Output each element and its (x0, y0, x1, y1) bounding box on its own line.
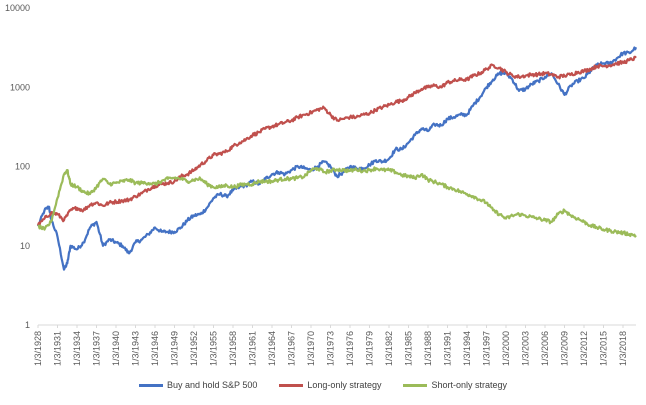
series-line-long-only-strategy (36, 55, 637, 226)
x-tick-label: 1/3/1931 (53, 331, 63, 366)
legend: Buy and hold S&P 500 Long-only strategy Sh… (0, 380, 646, 390)
x-tick-label: 1/3/1994 (462, 331, 472, 366)
x-tick-label: 1/3/2018 (618, 331, 628, 366)
x-tick-label: 1/3/1961 (248, 331, 258, 366)
legend-item: Long-only strategy (279, 380, 381, 390)
x-tick-label: 1/3/1970 (306, 331, 316, 366)
y-tick-label: 1 (25, 320, 30, 330)
x-tick-label: 1/3/1952 (189, 331, 199, 366)
legend-label: Long-only strategy (307, 380, 382, 390)
y-axis-ticks: 1 10 100 1000 10000 (5, 3, 30, 330)
x-axis-ticks: 1/3/1928 1/3/1931 1/3/1934 1/3/1937 1/3/1940… (33, 325, 628, 366)
x-tick-label: 1/3/1985 (404, 331, 414, 366)
x-tick-label: 1/3/2012 (579, 331, 589, 366)
x-tick-label: 1/3/1973 (326, 331, 336, 366)
x-tick-label: 1/3/2003 (521, 331, 531, 366)
x-tick-label: 1/3/1940 (111, 331, 121, 366)
x-tick-label: 1/3/1976 (345, 331, 355, 366)
x-tick-label: 1/3/2000 (501, 331, 511, 366)
x-tick-label: 1/3/1982 (384, 331, 394, 366)
x-tick-label: 1/3/2009 (560, 331, 570, 366)
legend-label: Buy and hold S&P 500 (167, 380, 258, 390)
legend-swatch (403, 383, 428, 387)
x-tick-label: 1/3/2015 (599, 331, 609, 366)
series-layer (36, 46, 638, 271)
legend-swatch (139, 383, 163, 387)
y-tick-label: 10 (20, 241, 30, 251)
legend-item: Short-only strategy (403, 380, 507, 390)
legend-swatch (279, 383, 304, 387)
x-tick-label: 1/3/1946 (150, 331, 160, 366)
x-tick-label: 1/3/1949 (170, 331, 180, 366)
x-tick-label: 1/3/1934 (72, 331, 82, 366)
x-tick-label: 1/3/2006 (540, 331, 550, 366)
x-tick-label: 1/3/1991 (443, 331, 453, 366)
series-line-short-only-strategy (37, 166, 637, 238)
x-tick-label: 1/3/1958 (228, 331, 238, 366)
x-tick-label: 1/3/1979 (365, 331, 375, 366)
x-tick-label: 1/3/1997 (482, 331, 492, 366)
legend-item: Buy and hold S&P 500 (139, 380, 257, 390)
x-tick-label: 1/3/1967 (287, 331, 297, 366)
x-tick-label: 1/3/1928 (33, 331, 43, 366)
x-tick-label: 1/3/1964 (267, 331, 277, 366)
y-tick-label: 1000 (10, 82, 30, 92)
y-tick-label: 100 (15, 162, 30, 172)
x-tick-label: 1/3/1937 (92, 331, 102, 366)
series-line-buy-and-hold-s-p-500 (36, 46, 638, 271)
x-tick-label: 1/3/1988 (423, 331, 433, 366)
y-tick-label: 10000 (5, 3, 30, 13)
x-tick-label: 1/3/1943 (131, 331, 141, 366)
legend-label: Short-only strategy (431, 380, 507, 390)
x-tick-label: 1/3/1955 (209, 331, 219, 366)
